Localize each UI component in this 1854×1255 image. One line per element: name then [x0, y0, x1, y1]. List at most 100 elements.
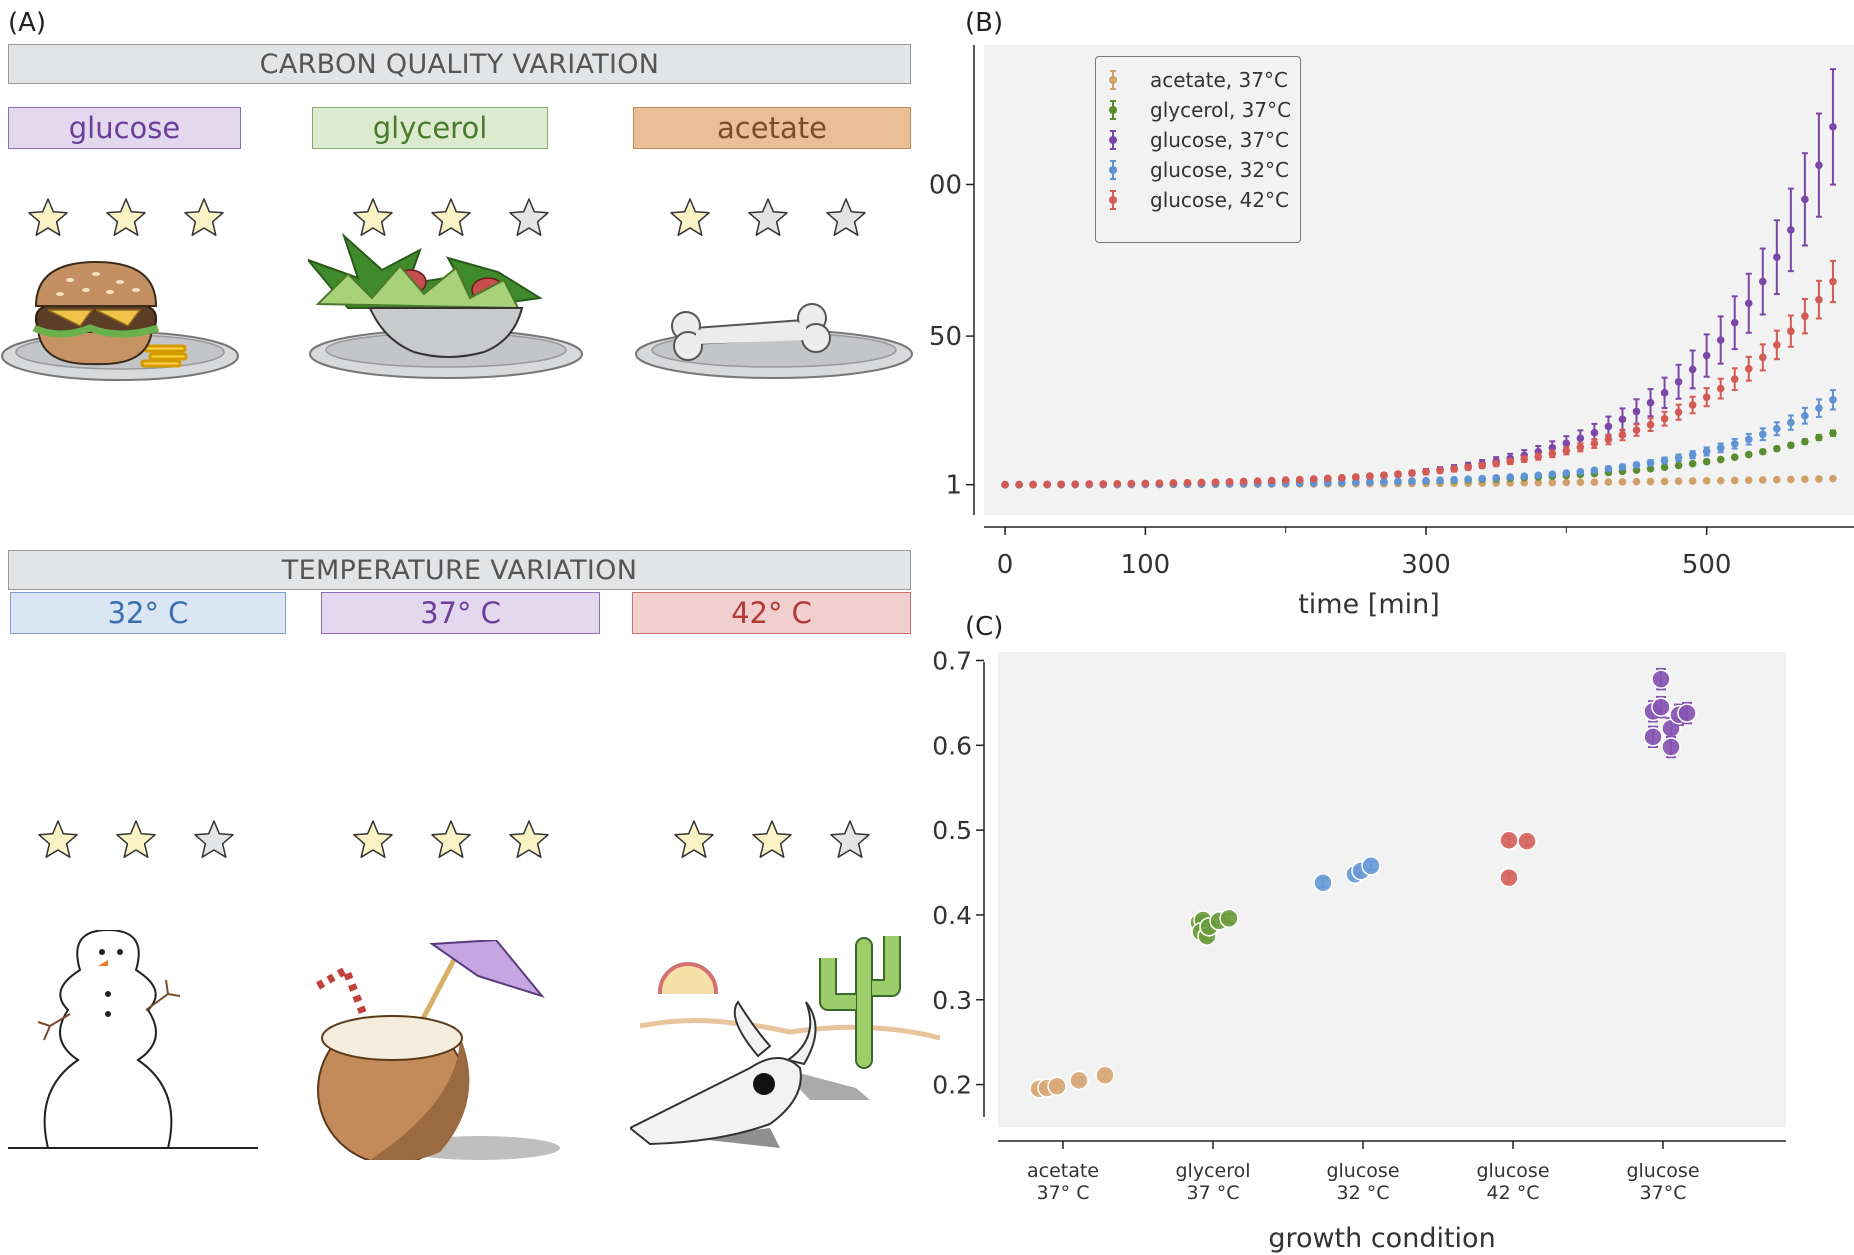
- data-point: [1632, 426, 1641, 434]
- data-point: [1815, 295, 1823, 304]
- x-tick-label: 0: [997, 550, 1014, 580]
- data-point: [1646, 398, 1655, 407]
- data-point: [1674, 453, 1683, 462]
- data-point: [1408, 469, 1416, 477]
- data-point: [1758, 447, 1767, 456]
- snowman-illustration: [8, 930, 258, 1149]
- data-point: [1408, 477, 1416, 485]
- data-point: [1618, 431, 1627, 439]
- temperature-2-star-icon-2: [830, 820, 870, 858]
- x-tick-label-line2: 42 °C: [1487, 1182, 1540, 1204]
- data-point: [1499, 830, 1519, 851]
- growth-curve-chart: 1501000100300500time [min]relative OD600…: [930, 45, 1854, 620]
- x-tick-label-line2: 37°C: [1640, 1182, 1687, 1204]
- data-point: [1716, 444, 1725, 452]
- data-point: [1499, 867, 1519, 888]
- data-point: [1113, 479, 1122, 488]
- data-point: [1787, 327, 1795, 335]
- legend-marker: [1109, 160, 1117, 180]
- data-point: [1815, 161, 1823, 169]
- x-tick-label: 500: [1682, 550, 1732, 580]
- y-tick-label: 100: [930, 170, 962, 200]
- y-tick-label: 0.4: [932, 901, 972, 930]
- data-point: [1590, 466, 1599, 475]
- legend-marker: [1109, 190, 1117, 210]
- coconut-drink-illustration: [316, 940, 560, 1160]
- data-point: [1618, 463, 1627, 471]
- x-tick-label-line1: glycerol: [1175, 1160, 1250, 1182]
- chart-b-legend: acetate, 37°C glycerol, 37°C glucose, 37°C…: [1095, 56, 1301, 243]
- y-tick-label: 0.3: [932, 986, 972, 1015]
- data-point: [1534, 471, 1543, 480]
- x-tick-label-line1: glucose: [1476, 1160, 1549, 1182]
- y-tick-label: 0.5: [932, 816, 972, 845]
- data-point: [1548, 470, 1557, 479]
- data-point: [1309, 475, 1318, 483]
- data-point: [1323, 474, 1332, 483]
- data-point: [1562, 439, 1571, 448]
- legend-label: glucose, 37°C: [1150, 128, 1290, 152]
- x-tick-label-line2: 37° C: [1037, 1182, 1090, 1204]
- panel-b-letter: (B): [965, 8, 1004, 38]
- legend-marker: [1109, 130, 1117, 150]
- data-point: [1548, 449, 1557, 458]
- data-point: [1660, 389, 1669, 397]
- data-point: [1744, 435, 1753, 444]
- data-point: [1773, 424, 1781, 433]
- carbon-2-star-icon-1: [748, 198, 788, 236]
- data-point: [1380, 471, 1388, 479]
- data-point: [1773, 341, 1781, 349]
- carbon-condition-label-0: glucose: [8, 107, 241, 149]
- x-axis-label: time [min]: [1298, 589, 1440, 620]
- data-point: [1281, 476, 1290, 484]
- data-point: [1085, 480, 1094, 488]
- data-point: [1730, 375, 1739, 383]
- data-point: [1169, 479, 1178, 487]
- data-point: [1646, 464, 1655, 473]
- data-point: [1744, 364, 1753, 373]
- salad-bowl-illustration: [308, 232, 583, 379]
- data-point: [1646, 477, 1655, 486]
- data-point: [1632, 477, 1641, 486]
- data-point: [1651, 669, 1671, 689]
- data-point: [1702, 457, 1711, 466]
- data-point: [1562, 446, 1571, 455]
- panel-c-letter: (C): [965, 612, 1004, 642]
- desert-cactus-skull-illustration: [630, 936, 940, 1148]
- data-point: [1829, 277, 1837, 286]
- data-point: [1815, 404, 1823, 412]
- data-point: [1450, 465, 1458, 473]
- x-tick-label-line2: 37 °C: [1187, 1182, 1240, 1204]
- temperature-1-star-icon-2: [509, 820, 549, 858]
- temperature-1-star-icon-0: [353, 820, 393, 858]
- data-point: [1183, 478, 1192, 487]
- data-point: [1127, 479, 1136, 488]
- data-point: [1801, 475, 1809, 483]
- data-point: [1677, 703, 1697, 723]
- temperature-1-star-icon-1: [431, 820, 471, 858]
- data-point: [1450, 475, 1458, 484]
- data-point: [1436, 476, 1444, 485]
- data-point: [1702, 447, 1711, 456]
- data-point: [1492, 474, 1500, 482]
- data-point: [1674, 461, 1683, 470]
- data-point: [1464, 463, 1472, 472]
- category-points-2: [1313, 856, 1381, 893]
- data-point: [1787, 418, 1795, 427]
- x-axis-label: growth condition: [1268, 1223, 1495, 1254]
- category-points-4: [1643, 667, 1697, 759]
- data-point: [1225, 477, 1234, 486]
- legend-marker: [1109, 100, 1117, 120]
- data-point: [1801, 195, 1809, 204]
- data-point: [1744, 476, 1753, 485]
- data-point: [1730, 439, 1739, 448]
- data-point: [1815, 475, 1823, 483]
- data-point: [1562, 478, 1571, 487]
- data-point: [1604, 422, 1613, 431]
- data-point: [1155, 479, 1164, 487]
- data-point: [1047, 1076, 1067, 1097]
- data-point: [1758, 476, 1767, 484]
- data-point: [1590, 439, 1599, 448]
- data-point: [1716, 336, 1725, 344]
- data-point: [1478, 474, 1486, 483]
